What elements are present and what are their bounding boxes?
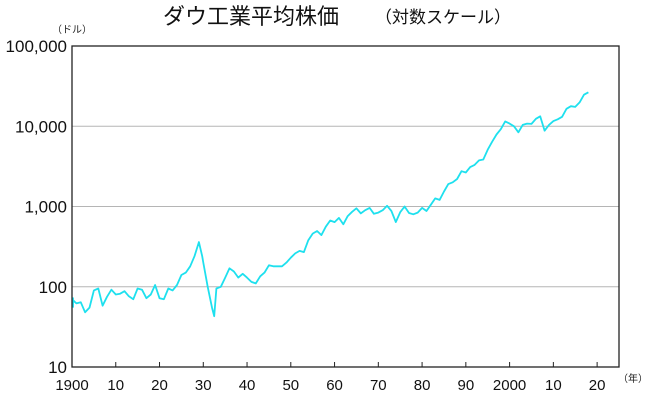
x-tick-label: 40	[239, 377, 256, 394]
x-tick-label: 20	[589, 377, 606, 394]
y-tick-label: 100,000	[6, 37, 67, 56]
x-tick-label: 70	[370, 377, 387, 394]
x-tick-label: 30	[195, 377, 212, 394]
x-tick-label: 50	[282, 377, 299, 394]
chart-subtitle: （対数スケール）	[375, 8, 511, 28]
x-tick-label: 20	[151, 377, 168, 394]
series-layer	[72, 91, 589, 318]
y-tick-label: 10,000	[15, 117, 67, 136]
gridlines	[72, 125, 619, 288]
plot-frame	[71, 45, 620, 368]
x-tick-label: 60	[326, 377, 343, 394]
y-tick-label: 100	[39, 278, 67, 297]
y-tick-label: 1,000	[24, 198, 67, 217]
y-tick-label: 10	[48, 358, 67, 377]
x-axis-unit: （年）	[618, 372, 646, 385]
chart-title: ダウ工業平均株価	[163, 5, 339, 30]
x-tick-label: 10	[545, 377, 562, 394]
series-line-dow	[72, 91, 589, 318]
x-tick-label: 90	[457, 377, 474, 394]
x-tick-label: 1900	[55, 377, 88, 394]
x-tick-label: 10	[107, 377, 124, 394]
x-tick-label: 80	[414, 377, 431, 394]
x-tick-label: 2000	[493, 377, 526, 394]
y-axis-unit: （ドル）	[52, 24, 92, 36]
